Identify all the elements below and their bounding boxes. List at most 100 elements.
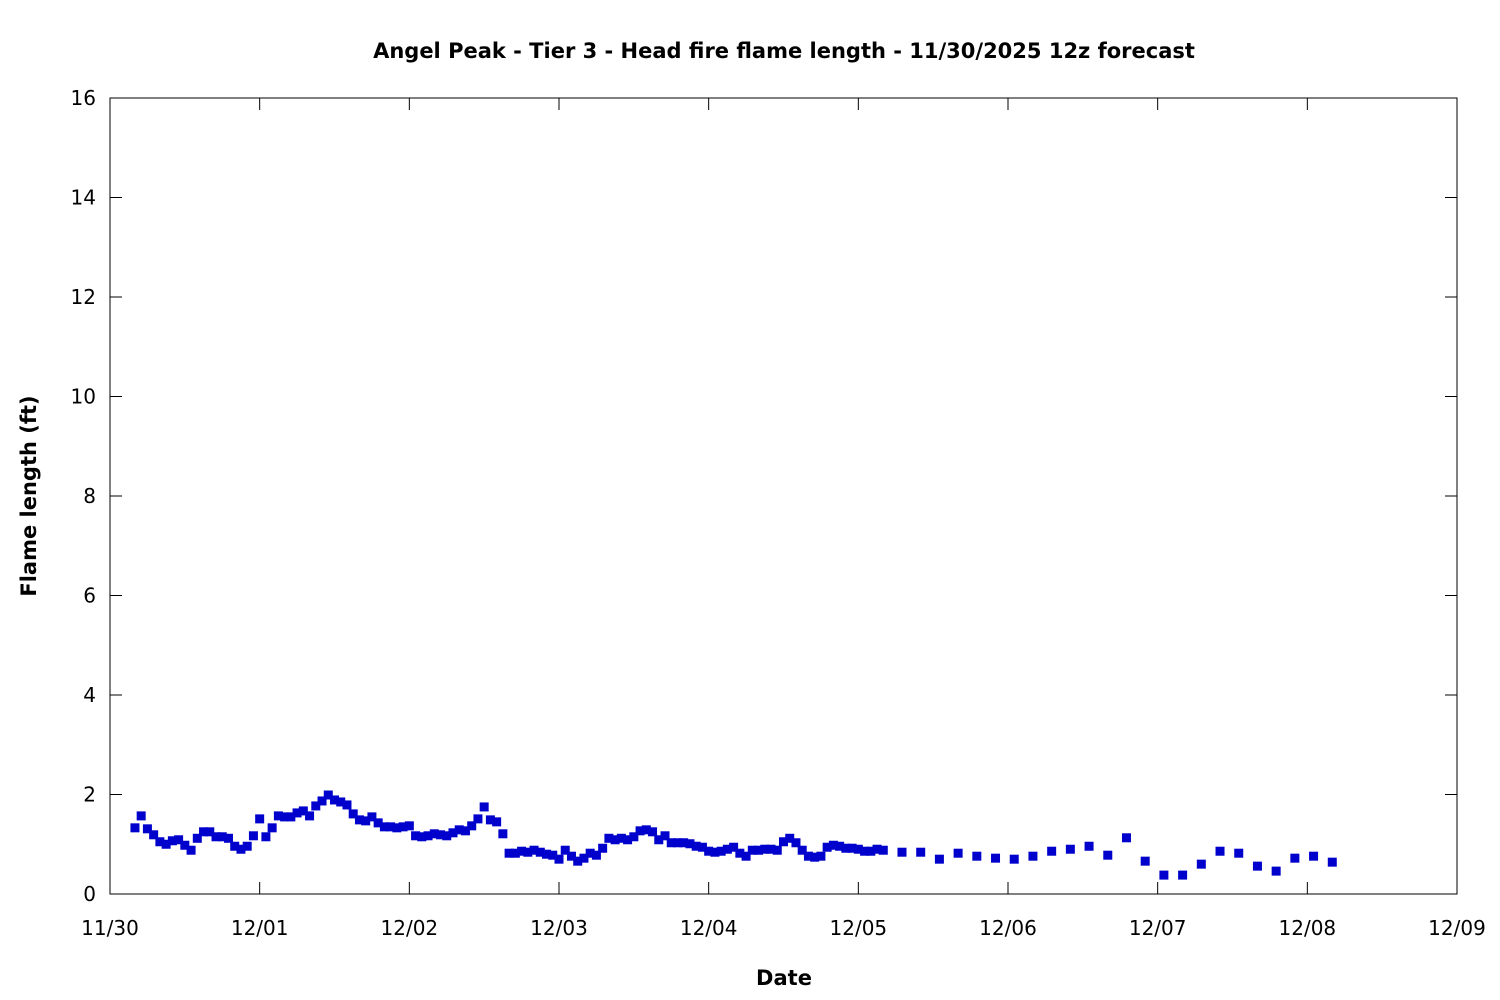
data-point (897, 847, 907, 857)
data-point (610, 835, 620, 845)
data-point (685, 839, 695, 849)
data-point (591, 850, 601, 860)
data-point (379, 822, 389, 832)
data-point (523, 847, 533, 857)
data-point (280, 812, 290, 822)
x-tick-label: 12/06 (979, 916, 1037, 940)
data-point (354, 815, 364, 825)
data-point (629, 832, 639, 842)
data-point (485, 815, 495, 825)
data-point (779, 837, 788, 847)
data-point (342, 800, 352, 810)
data-point (1271, 866, 1281, 876)
data-point (1159, 870, 1169, 880)
data-point (722, 844, 732, 854)
data-point (223, 833, 233, 843)
data-point (473, 814, 483, 824)
data-point (704, 846, 714, 856)
data-point (1234, 848, 1244, 858)
data-point (130, 823, 140, 833)
data-point (1290, 853, 1300, 863)
data-point (1084, 841, 1094, 851)
data-point (330, 795, 339, 805)
data-point (566, 851, 576, 861)
data-point (641, 825, 651, 835)
data-point (598, 843, 608, 853)
data-point (679, 838, 689, 848)
y-tick-label: 10 (71, 385, 96, 409)
y-axis: 0 2 4 6 8 10 12 14 16 (71, 86, 1457, 906)
data-point (361, 816, 371, 826)
data-point (535, 847, 545, 857)
x-tick-label: 12/08 (1279, 916, 1337, 940)
data-point (1140, 856, 1150, 866)
data-point (604, 833, 614, 843)
data-point (803, 851, 813, 861)
data-point (654, 835, 664, 845)
data-point (292, 808, 302, 818)
data-point (161, 839, 171, 849)
data-point (348, 809, 358, 819)
data-point (479, 802, 489, 812)
data-point (436, 830, 446, 840)
data-point (192, 833, 202, 843)
data-point (386, 822, 396, 832)
x-tick-label: 12/03 (530, 916, 588, 940)
x-axis: 11/30 12/01 12/02 12/03 12/04 12/05 12/06 12/07… (81, 98, 1486, 940)
data-point (835, 841, 845, 851)
data-point (772, 845, 782, 855)
data-point (916, 847, 926, 857)
data-point (716, 846, 726, 856)
data-point (623, 835, 633, 845)
data-point (548, 850, 558, 860)
data-point (1103, 850, 1113, 860)
data-point (261, 832, 271, 842)
data-point (822, 842, 832, 852)
data-point (972, 851, 982, 861)
data-point (797, 845, 807, 855)
data-point (697, 842, 707, 852)
data-point (398, 822, 408, 832)
plot-frame (109, 97, 1458, 895)
data-point (934, 854, 944, 864)
x-tick-label: 12/01 (231, 916, 289, 940)
data-point (816, 851, 826, 861)
data-point (1121, 833, 1131, 843)
data-point (217, 832, 227, 842)
data-point (242, 841, 252, 851)
data-point (174, 835, 184, 845)
data-point (1252, 861, 1262, 871)
data-point (1065, 844, 1075, 854)
data-point (323, 790, 333, 800)
data-point (542, 849, 552, 859)
data-point (273, 811, 283, 821)
x-tick-label: 12/07 (1129, 916, 1187, 940)
data-point (554, 854, 564, 864)
data-point (648, 827, 658, 837)
data-point (741, 851, 751, 861)
data-point (142, 824, 152, 834)
data-point (211, 832, 221, 842)
x-tick-label: 11/30 (81, 916, 139, 940)
data-point (454, 825, 464, 835)
data-point (429, 829, 439, 839)
data-point (267, 823, 277, 833)
data-point (411, 831, 421, 841)
data-point (635, 826, 645, 836)
y-tick-label: 0 (83, 882, 96, 906)
data-point (573, 856, 583, 866)
data-point (498, 829, 508, 839)
data-point (872, 844, 882, 854)
data-point (149, 830, 159, 840)
data-point (404, 821, 414, 831)
data-point (517, 846, 527, 856)
data-point (1028, 851, 1038, 861)
data-point (729, 842, 739, 852)
data-point (579, 853, 589, 863)
data-point (255, 814, 265, 824)
data-point (1327, 857, 1337, 867)
data-point (236, 844, 246, 854)
y-tick-label: 14 (71, 186, 96, 210)
data-point (448, 828, 458, 838)
